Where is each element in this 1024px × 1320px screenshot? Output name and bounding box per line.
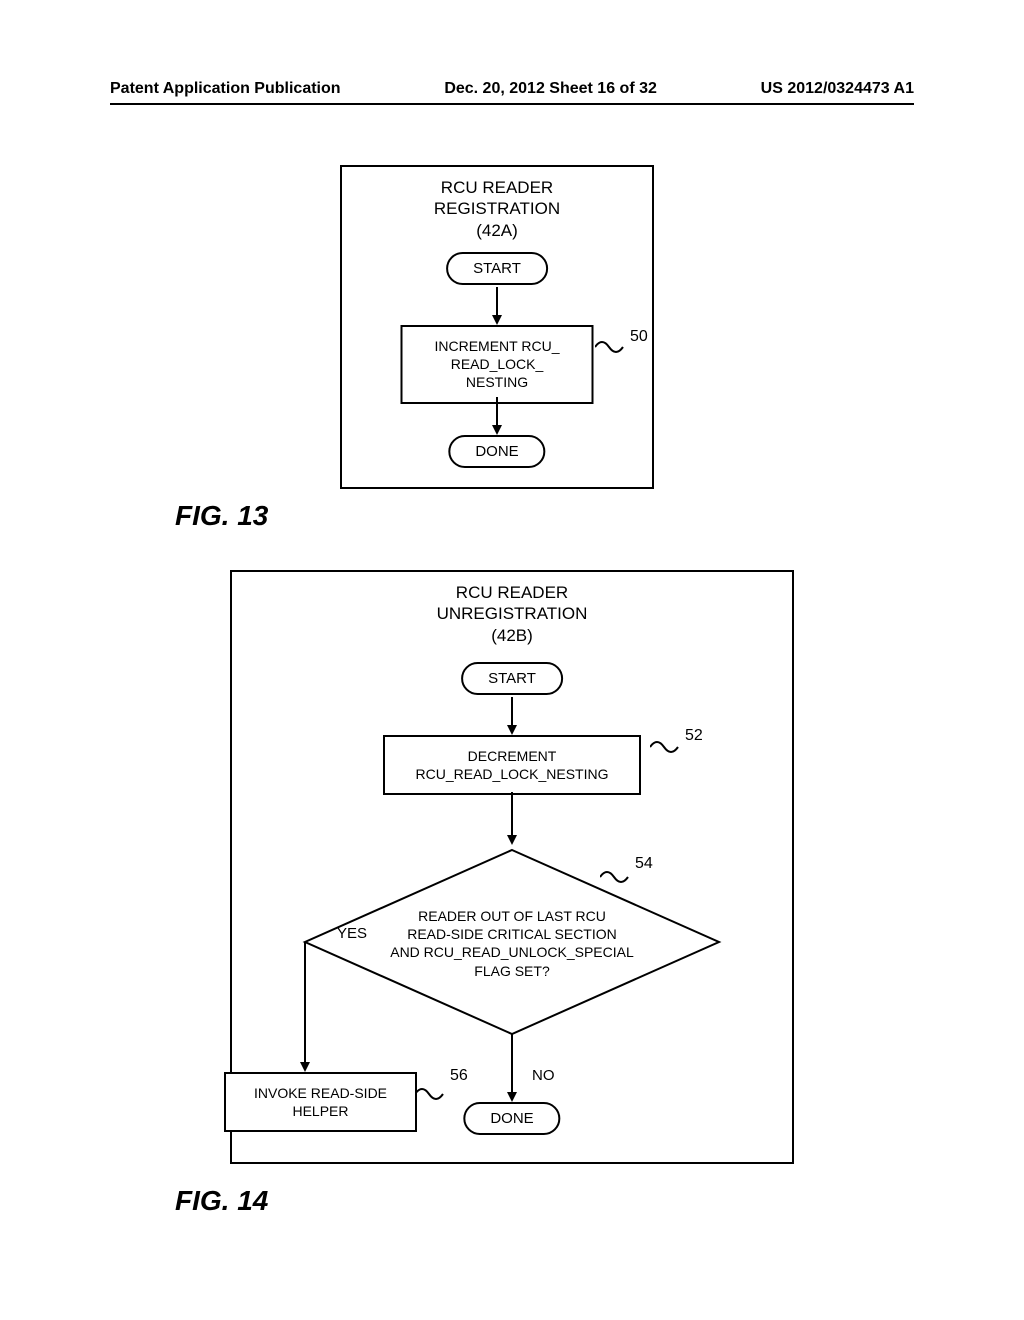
fig14-start-label: START: [488, 670, 536, 687]
fig14-step56: INVOKE READ-SIDE HELPER: [224, 1072, 417, 1132]
fig14-yes-arrow: [300, 942, 310, 1074]
fig13-step50-line2: READ_LOCK_: [415, 355, 580, 373]
fig13-start: START: [446, 252, 548, 285]
page-header: Patent Application Publication Dec. 20, …: [110, 80, 914, 105]
fig14-yes-label: YES: [337, 925, 367, 942]
fig14-no-label: NO: [532, 1067, 555, 1084]
fig13-container: RCU READER REGISTRATION (42A) START INCR…: [340, 165, 654, 489]
fig13-arrow2: [492, 397, 502, 437]
fig14-squiggle-54: [600, 865, 630, 885]
page: Patent Application Publication Dec. 20, …: [0, 0, 1024, 1320]
header-right: US 2012/0324473 A1: [761, 80, 914, 98]
fig13-done-label: DONE: [475, 443, 518, 460]
fig14-ref56: 56: [450, 1067, 468, 1085]
fig14-title-line2: UNREGISTRATION: [232, 603, 792, 624]
fig14-step56-line1: INVOKE READ-SIDE: [238, 1084, 403, 1102]
fig14-step52-line2: RCU_READ_LOCK_NESTING: [397, 765, 627, 783]
fig14-done-label: DONE: [490, 1110, 533, 1127]
fig14-container: RCU READER UNREGISTRATION (42B) START DE…: [230, 570, 794, 1164]
fig14-title-line3: (42B): [232, 625, 792, 646]
fig13-step50-line1: INCREMENT RCU_: [415, 337, 580, 355]
fig13-start-label: START: [473, 260, 521, 277]
fig13-title: RCU READER REGISTRATION (42A): [342, 177, 652, 241]
fig14-diamond-line2: READ-SIDE CRITICAL SECTION: [322, 925, 702, 943]
header-center: Dec. 20, 2012 Sheet 16 of 32: [444, 80, 657, 98]
fig14-arrow2: [507, 792, 517, 847]
fig13-title-line1: RCU READER: [342, 177, 652, 198]
fig14-step52-line1: DECREMENT: [397, 747, 627, 765]
fig14-title: RCU READER UNREGISTRATION (42B): [232, 582, 792, 646]
fig14-start: START: [461, 662, 563, 695]
header-left: Patent Application Publication: [110, 80, 341, 98]
fig13-label: FIG. 13: [175, 500, 268, 532]
fig14-step56-line2: HELPER: [238, 1102, 403, 1120]
fig14-diamond-line4: FLAG SET?: [322, 962, 702, 980]
fig14-no-arrow: [507, 1034, 517, 1104]
fig13-arrow1: [492, 287, 502, 327]
fig13-done: DONE: [448, 435, 545, 468]
fig14-done: DONE: [463, 1102, 560, 1135]
fig14-diamond-line3: AND RCU_READ_UNLOCK_SPECIAL: [322, 943, 702, 961]
fig13-squiggle-50: [595, 335, 625, 355]
fig14-step52: DECREMENT RCU_READ_LOCK_NESTING: [383, 735, 641, 795]
fig13-step50: INCREMENT RCU_ READ_LOCK_ NESTING: [401, 325, 594, 404]
fig13-title-line3: (42A): [342, 220, 652, 241]
fig13-step50-line3: NESTING: [415, 373, 580, 391]
fig14-label: FIG. 14: [175, 1185, 268, 1217]
fig14-arrow1: [507, 697, 517, 737]
fig14-ref52: 52: [685, 727, 703, 745]
fig13-ref50: 50: [630, 328, 648, 346]
fig14-title-line1: RCU READER: [232, 582, 792, 603]
fig14-diamond-text: READER OUT OF LAST RCU READ-SIDE CRITICA…: [322, 907, 702, 980]
fig14-squiggle-52: [650, 735, 680, 755]
fig13-title-line2: REGISTRATION: [342, 198, 652, 219]
fig14-squiggle-56: [415, 1082, 445, 1102]
fig14-diamond-line1: READER OUT OF LAST RCU: [322, 907, 702, 925]
fig14-ref54: 54: [635, 855, 653, 873]
